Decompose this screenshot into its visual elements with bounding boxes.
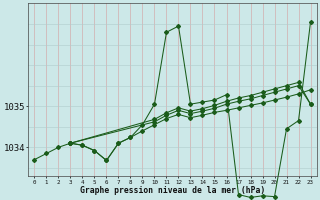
X-axis label: Graphe pression niveau de la mer (hPa): Graphe pression niveau de la mer (hPa) <box>80 186 265 195</box>
